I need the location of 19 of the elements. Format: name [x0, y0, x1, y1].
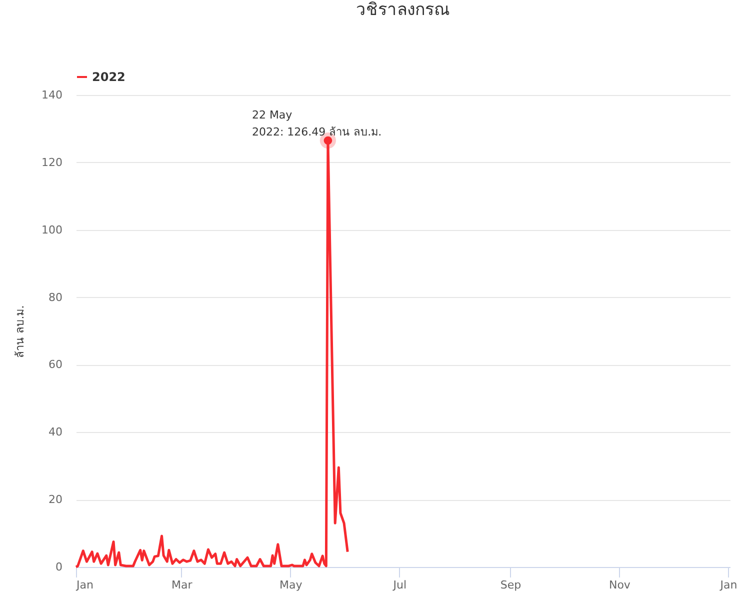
y-tick-label: 140: [42, 88, 62, 102]
legend-label: 2022: [92, 70, 126, 84]
x-tick-label: May: [280, 578, 303, 592]
y-tick-label: 80: [48, 290, 62, 304]
x-tick-label: Jan: [76, 578, 94, 592]
y-tick-label: 0: [56, 560, 62, 574]
annotation: 22 May 2022: 126.49 ล้าน ลบ.ม.: [252, 108, 382, 139]
x-tick-label: Mar: [172, 578, 193, 592]
y-tick-label: 60: [48, 358, 62, 372]
y-tick-label: 20: [48, 493, 62, 506]
x-tick-label: Nov: [608, 578, 631, 592]
y-tick-label: 100: [42, 223, 62, 236]
y-tick-label: 120: [42, 156, 62, 169]
x-tick-label: Jul: [392, 578, 407, 592]
y-tick-label: 40: [48, 426, 62, 439]
y-axis-title: ล้าน ลบ.ม.: [14, 305, 27, 358]
chart-title: วชิราลงกรณ: [356, 0, 450, 20]
x-tick-label: Jan: [719, 578, 738, 592]
x-tick-label: Sep: [500, 578, 522, 592]
